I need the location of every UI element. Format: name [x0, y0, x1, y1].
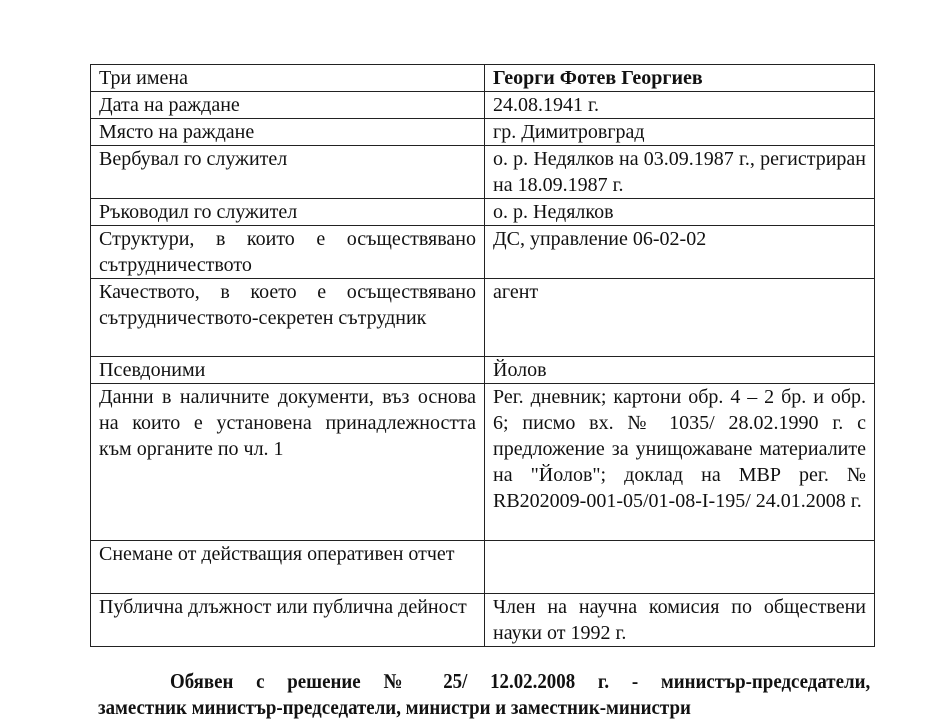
row-label: Вербувал го служител	[90, 145, 485, 199]
table-row: Псевдоними Йолов	[90, 356, 875, 384]
row-value: агент	[484, 278, 875, 357]
row-value: о. р. Недялков на 03.09.1987 г., регистр…	[484, 145, 875, 199]
table-row: Три имена Георги Фотев Георгиев	[90, 64, 875, 92]
row-value: 24.08.1941 г.	[484, 91, 875, 119]
row-label: Псевдоними	[90, 356, 485, 384]
row-label: Снемане от действащия оперативен отчет	[90, 540, 485, 594]
table-row: Качеството, в което е осъществявано сътр…	[90, 278, 875, 357]
table-row: Ръководил го служител о. р. Недялков	[90, 198, 875, 226]
row-value: Йолов	[484, 356, 875, 384]
row-value: о. р. Недялков	[484, 198, 875, 226]
row-value: Рег. дневник; картони обр. 4 – 2 бр. и о…	[484, 383, 875, 541]
row-label: Ръководил го служител	[90, 198, 485, 226]
row-value: Георги Фотев Георгиев	[484, 64, 875, 92]
decision-line-1: Обявен с решение № 25/ 12.02.2008 г. - м…	[170, 669, 871, 693]
table-row: Снемане от действащия оперативен отчет	[90, 540, 875, 594]
row-label: Три имена	[90, 64, 485, 92]
row-label: Структури, в които е осъществявано сътру…	[90, 225, 485, 279]
row-value: ДС, управление 06-02-02	[484, 225, 875, 279]
row-label: Място на раждане	[90, 118, 485, 146]
table-row: Публична длъжност или публична дейност Чл…	[90, 593, 875, 647]
row-label: Дата на раждане	[90, 91, 485, 119]
row-value: гр. Димитровград	[484, 118, 875, 146]
dossier-table: Три имена Георги Фотев Георгиев Дата на ра…	[90, 64, 875, 647]
table-row: Вербувал го служител о. р. Недялков на 03…	[90, 145, 875, 199]
table-row: Данни в наличните документи, въз основа …	[90, 383, 875, 541]
decision-paragraph: Обявен с решение № 25/ 12.02.2008 г. - м…	[98, 668, 870, 720]
row-value: Член на научна комисия по обществени нау…	[484, 593, 875, 647]
row-label: Качеството, в което е осъществявано сътр…	[90, 278, 485, 357]
row-label: Публична длъжност или публична дейност	[90, 593, 485, 647]
decision-line-2: заместник министър-председатели, министр…	[98, 695, 691, 719]
table-row: Структури, в които е осъществявано сътру…	[90, 225, 875, 279]
table-row: Място на раждане гр. Димитровград	[90, 118, 875, 146]
table-row: Дата на раждане 24.08.1941 г.	[90, 91, 875, 119]
row-value	[484, 540, 875, 594]
row-label: Данни в наличните документи, въз основа …	[90, 383, 485, 541]
